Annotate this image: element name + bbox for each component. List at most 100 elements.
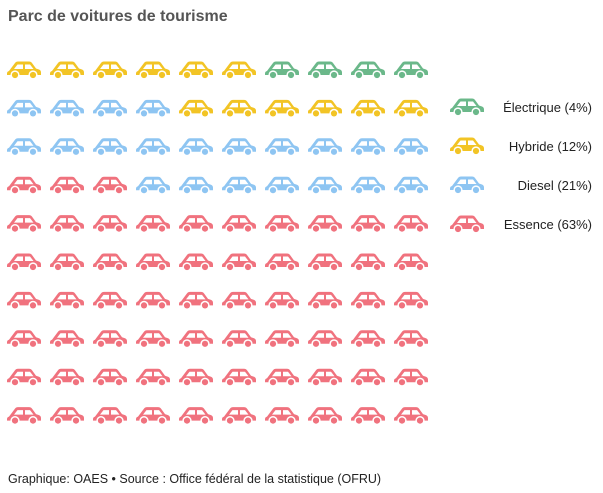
car-icon (179, 138, 213, 157)
car-icon (222, 253, 256, 272)
car-icon (351, 330, 385, 349)
car-icon (93, 176, 127, 195)
legend-car-icon (450, 137, 484, 156)
car-icon (450, 137, 484, 156)
car-icon (351, 291, 385, 310)
car-icon (308, 330, 342, 349)
car-icon (179, 61, 213, 80)
car-icon (136, 99, 170, 118)
car-icon (50, 253, 84, 272)
car-icon (50, 215, 84, 234)
car-icon (394, 138, 428, 157)
car-icon (265, 61, 299, 80)
car-icon (93, 138, 127, 157)
car-icon (136, 176, 170, 195)
car-icon (93, 99, 127, 118)
car-icon (394, 407, 428, 426)
car-icon (7, 368, 41, 387)
car-icon (351, 138, 385, 157)
car-icon (7, 61, 41, 80)
car-icon (7, 138, 41, 157)
legend-item: Essence (63%) (448, 213, 598, 252)
legend-label: Électrique (4%) (503, 100, 592, 115)
car-icon (179, 99, 213, 118)
car-icon (7, 215, 41, 234)
car-icon (50, 368, 84, 387)
car-icon (179, 407, 213, 426)
car-icon (308, 138, 342, 157)
car-icon (50, 330, 84, 349)
car-icon (351, 61, 385, 80)
car-icon (136, 253, 170, 272)
car-icon (136, 330, 170, 349)
car-icon (308, 215, 342, 234)
car-icon (93, 61, 127, 80)
legend-item: Hybride (12%) (448, 135, 598, 174)
car-icon (308, 368, 342, 387)
car-icon (93, 291, 127, 310)
car-icon (7, 330, 41, 349)
car-icon (265, 176, 299, 195)
car-icon (179, 368, 213, 387)
car-icon (265, 291, 299, 310)
car-icon (265, 253, 299, 272)
car-icon (308, 176, 342, 195)
car-icon (50, 176, 84, 195)
car-icon (136, 215, 170, 234)
car-icon (50, 407, 84, 426)
car-icon (351, 253, 385, 272)
car-icon (450, 215, 484, 234)
car-icon (265, 330, 299, 349)
car-icon (222, 176, 256, 195)
legend-car-icon (450, 98, 484, 117)
car-icon (394, 99, 428, 118)
car-icon (7, 176, 41, 195)
car-icon (222, 99, 256, 118)
car-icon (308, 61, 342, 80)
car-icon (222, 291, 256, 310)
car-icon (265, 99, 299, 118)
car-icon (265, 215, 299, 234)
car-icon (136, 138, 170, 157)
car-icon (7, 253, 41, 272)
car-icon (394, 291, 428, 310)
car-icon (7, 291, 41, 310)
car-icon (351, 176, 385, 195)
car-icon (222, 407, 256, 426)
legend-item: Électrique (4%) (448, 96, 598, 135)
source-footer: Graphique: OAES • Source : Office fédéra… (8, 472, 382, 486)
legend-car-icon (450, 215, 484, 234)
car-icon (93, 253, 127, 272)
car-icon (50, 291, 84, 310)
car-icon (179, 330, 213, 349)
legend-label: Hybride (12%) (508, 139, 592, 154)
car-icon (222, 368, 256, 387)
car-icon (308, 99, 342, 118)
car-icon (394, 330, 428, 349)
car-icon (394, 368, 428, 387)
car-icon (351, 215, 385, 234)
legend-label: Diesel (21%) (517, 178, 592, 193)
car-icon (450, 176, 484, 195)
car-icon (50, 61, 84, 80)
car-icon (136, 291, 170, 310)
car-icon (136, 368, 170, 387)
car-icon (93, 215, 127, 234)
legend-car-icon (450, 176, 484, 195)
car-icon (179, 176, 213, 195)
car-icon (136, 407, 170, 426)
car-icon (222, 138, 256, 157)
car-icon (179, 215, 213, 234)
legend-label: Essence (63%) (503, 217, 592, 232)
car-icon (179, 291, 213, 310)
car-icon (265, 368, 299, 387)
legend-item: Diesel (21%) (448, 174, 598, 213)
car-icon (394, 176, 428, 195)
car-icon (351, 368, 385, 387)
legend: Électrique (4%) Hybride (12%) Diesel (21%)… (448, 96, 598, 252)
car-icon (394, 253, 428, 272)
chart-title: Parc de voitures de tourisme (8, 8, 228, 25)
car-icon (50, 138, 84, 157)
car-icon (351, 99, 385, 118)
